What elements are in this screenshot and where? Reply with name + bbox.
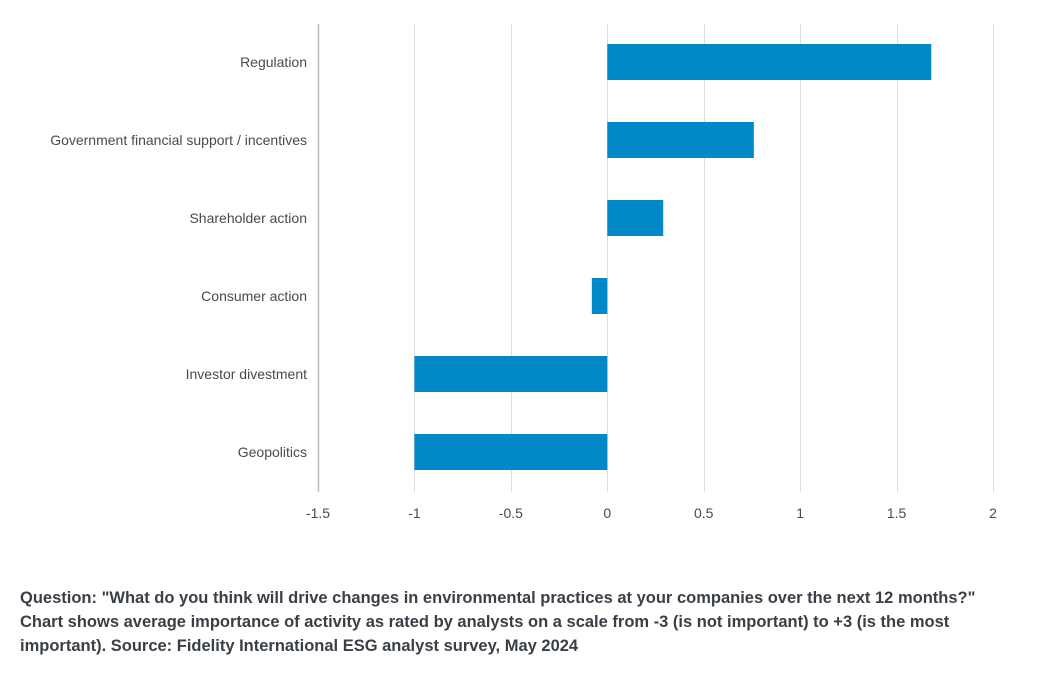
category-label: Consumer action [201,288,307,304]
bar-chart: Regulation Government financial support /… [50,24,997,521]
chart-caption: Question: "What do you think will drive … [20,589,976,655]
category-label: Geopolitics [238,444,307,460]
bar [591,278,608,314]
bar [414,434,608,470]
x-tick-label: 0 [603,505,611,521]
bar [414,356,608,392]
category-labels: Regulation Government financial support /… [50,54,307,460]
x-tick-label: 1.5 [887,505,907,521]
x-tick-label: -1.5 [306,505,330,521]
category-label: Regulation [240,54,307,70]
gridlines [414,24,994,492]
x-tick-label: -0.5 [499,505,523,521]
category-label: Shareholder action [189,210,307,226]
bar [607,44,932,80]
bar [607,122,754,158]
category-label: Investor divestment [186,366,307,382]
bars [414,44,932,470]
bar [607,200,664,236]
x-tick-labels: -1.5 -1 -0.5 0 0.5 1 1.5 2 [306,505,997,521]
category-label: Government financial support / incentive… [50,132,307,148]
x-tick-label: 1 [796,505,804,521]
x-tick-label: 2 [989,505,997,521]
x-tick-label: -1 [408,505,421,521]
x-tick-label: 0.5 [694,505,714,521]
